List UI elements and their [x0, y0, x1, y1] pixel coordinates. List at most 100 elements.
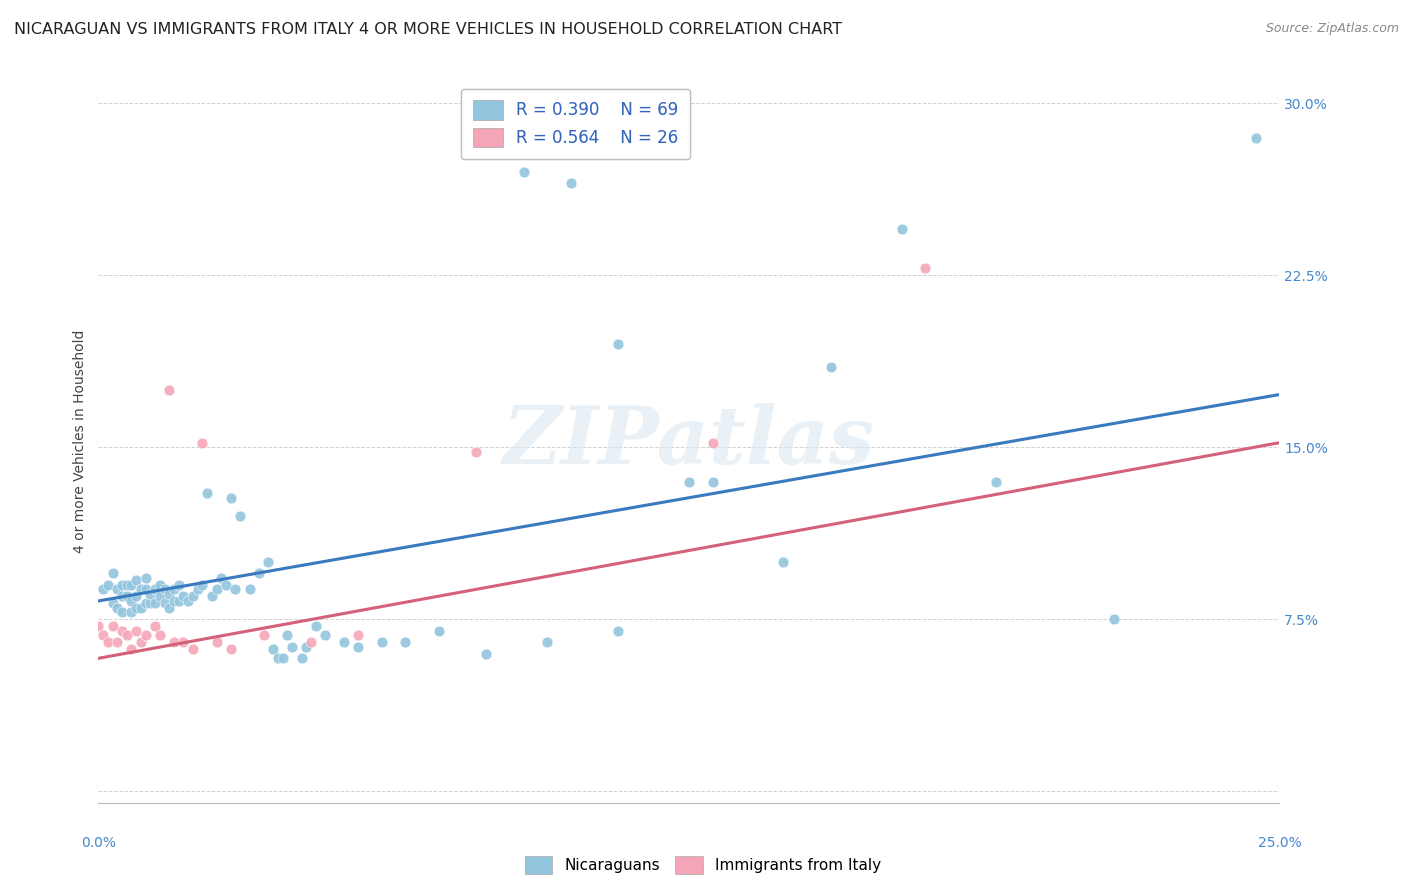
Legend: R = 0.390    N = 69, R = 0.564    N = 26: R = 0.390 N = 69, R = 0.564 N = 26: [461, 88, 690, 159]
Point: [333, 635, 356, 649]
Point: [201, 590, 224, 604]
Point: [181, 642, 204, 657]
Point: [607, 624, 630, 638]
Point: [157, 587, 180, 601]
Point: [129, 582, 152, 597]
Y-axis label: 4 or more Vehicles in Household: 4 or more Vehicles in Household: [73, 330, 87, 553]
Point: [143, 596, 166, 610]
Point: [115, 628, 138, 642]
Point: [820, 359, 842, 374]
Point: [121, 642, 143, 657]
Point: [205, 582, 228, 597]
Point: [262, 642, 284, 657]
Point: [512, 165, 534, 179]
Point: [224, 582, 246, 597]
Point: [1102, 612, 1125, 626]
Point: [347, 640, 370, 654]
Point: [305, 619, 328, 633]
Point: [121, 594, 143, 608]
Point: [914, 261, 936, 276]
Point: [135, 571, 157, 585]
Point: [253, 628, 276, 642]
Point: [678, 475, 700, 489]
Point: [299, 635, 322, 649]
Point: [219, 642, 242, 657]
Point: [105, 600, 128, 615]
Point: [111, 578, 134, 592]
Point: [239, 582, 262, 597]
Point: [101, 596, 124, 610]
Point: [209, 571, 232, 585]
Point: [290, 651, 312, 665]
Point: [276, 628, 298, 642]
Point: [115, 578, 138, 592]
Point: [702, 435, 724, 450]
Point: [143, 582, 166, 597]
Point: [560, 177, 582, 191]
Point: [149, 578, 172, 592]
Point: [115, 590, 138, 604]
Point: [163, 594, 186, 608]
Point: [191, 435, 214, 450]
Point: [87, 619, 110, 633]
Text: 25.0%: 25.0%: [1257, 836, 1302, 850]
Point: [129, 635, 152, 649]
Text: Source: ZipAtlas.com: Source: ZipAtlas.com: [1265, 22, 1399, 36]
Point: [772, 555, 794, 569]
Point: [229, 509, 252, 524]
Point: [191, 578, 214, 592]
Point: [167, 578, 190, 592]
Point: [153, 596, 176, 610]
Point: [149, 628, 172, 642]
Point: [702, 475, 724, 489]
Point: [394, 635, 416, 649]
Point: [91, 628, 114, 642]
Point: [125, 600, 148, 615]
Point: [111, 624, 134, 638]
Point: [101, 566, 124, 581]
Point: [143, 619, 166, 633]
Point: [984, 475, 1007, 489]
Point: [177, 594, 200, 608]
Point: [267, 651, 290, 665]
Point: [475, 647, 498, 661]
Point: [247, 566, 270, 581]
Point: [135, 628, 157, 642]
Point: [215, 578, 238, 592]
Point: [465, 445, 488, 459]
Point: [125, 624, 148, 638]
Text: ZIPatlas: ZIPatlas: [503, 403, 875, 480]
Point: [172, 635, 194, 649]
Point: [129, 600, 152, 615]
Point: [295, 640, 318, 654]
Point: [890, 222, 912, 236]
Point: [101, 619, 124, 633]
Point: [149, 590, 172, 604]
Point: [1244, 130, 1267, 145]
Point: [347, 628, 370, 642]
Point: [139, 596, 162, 610]
Point: [97, 635, 120, 649]
Point: [163, 582, 186, 597]
Point: [172, 590, 194, 604]
Point: [195, 486, 218, 500]
Point: [111, 606, 134, 620]
Point: [153, 582, 176, 597]
Point: [125, 574, 148, 588]
Point: [257, 555, 280, 569]
Point: [181, 590, 204, 604]
Point: [314, 628, 336, 642]
Point: [371, 635, 394, 649]
Point: [163, 635, 186, 649]
Legend: Nicaraguans, Immigrants from Italy: Nicaraguans, Immigrants from Italy: [519, 850, 887, 880]
Point: [607, 337, 630, 351]
Point: [125, 590, 148, 604]
Point: [157, 383, 180, 397]
Point: [205, 635, 228, 649]
Point: [536, 635, 558, 649]
Point: [91, 582, 114, 597]
Point: [121, 578, 143, 592]
Point: [281, 640, 304, 654]
Point: [187, 582, 209, 597]
Point: [105, 582, 128, 597]
